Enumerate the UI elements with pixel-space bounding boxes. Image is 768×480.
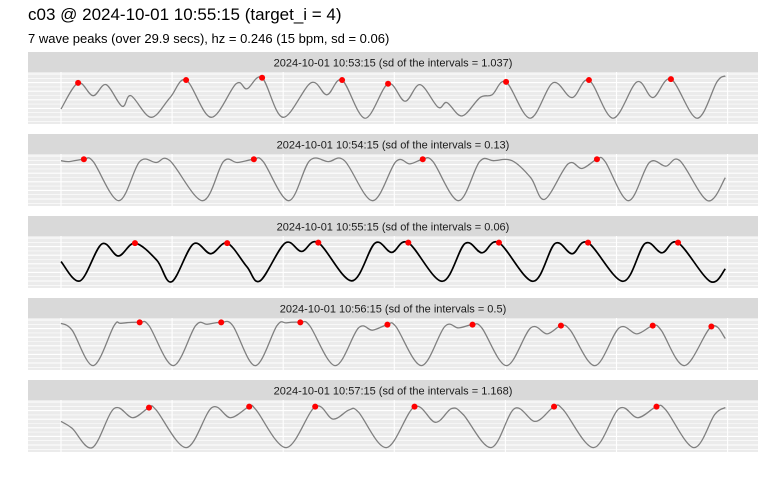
panel-background xyxy=(28,154,758,206)
peak-point xyxy=(259,74,266,81)
strip-background xyxy=(28,216,758,236)
peak-point xyxy=(384,321,391,328)
strip-background xyxy=(28,134,758,154)
strip-label: 2024-10-01 10:54:15 (sd of the intervals… xyxy=(277,140,510,152)
peak-point xyxy=(315,239,322,246)
panel-background xyxy=(28,72,758,124)
peak-point xyxy=(469,321,476,328)
peak-point xyxy=(405,239,412,246)
peak-point xyxy=(667,76,674,83)
peak-point xyxy=(80,156,87,163)
facet-panel-3: 2024-10-01 10:55:15 (sd of the intervals… xyxy=(28,216,758,288)
peak-point xyxy=(495,239,502,246)
peak-point xyxy=(585,239,592,246)
peak-point xyxy=(183,77,190,84)
peak-point xyxy=(557,322,564,329)
wave-line xyxy=(60,156,726,202)
strip-background xyxy=(28,52,758,72)
wave-line xyxy=(60,404,726,449)
facet-panel-5: 2024-10-01 10:57:15 (sd of the intervals… xyxy=(28,380,758,452)
strip-label: 2024-10-01 10:55:15 (sd of the intervals… xyxy=(277,222,510,234)
strip-label: 2024-10-01 10:57:15 (sd of the intervals… xyxy=(274,386,513,398)
peak-point xyxy=(585,77,592,84)
peak-point xyxy=(708,323,715,330)
peak-point xyxy=(131,240,138,247)
peak-point xyxy=(246,403,253,410)
peak-point xyxy=(419,156,426,163)
peak-point xyxy=(411,403,418,410)
strip-background xyxy=(28,298,758,318)
facet-panel-2: 2024-10-01 10:54:15 (sd of the intervals… xyxy=(28,134,758,206)
chart-subtitle: 7 wave peaks (over 29.9 secs), hz = 0.24… xyxy=(28,31,390,46)
strip-label: 2024-10-01 10:56:15 (sd of the intervals… xyxy=(280,304,507,316)
peak-point xyxy=(136,319,143,326)
peak-point xyxy=(297,319,304,326)
peak-point xyxy=(503,78,510,85)
peak-point xyxy=(224,240,231,247)
peak-point xyxy=(649,322,656,329)
peak-point xyxy=(218,319,225,326)
peak-point xyxy=(145,404,152,411)
peak-point xyxy=(385,80,392,87)
peak-point xyxy=(551,403,558,410)
wave-line xyxy=(60,75,726,119)
chart-title: c03 @ 2024-10-01 10:55:15 (target_i = 4) xyxy=(28,5,342,24)
strip-background xyxy=(28,380,758,400)
peak-point xyxy=(250,156,257,163)
peak-point xyxy=(339,77,346,84)
panel-background xyxy=(28,400,758,452)
facet-panel-4: 2024-10-01 10:56:15 (sd of the intervals… xyxy=(28,298,758,370)
peak-point xyxy=(653,403,660,410)
wave-line xyxy=(60,320,726,367)
strip-label: 2024-10-01 10:53:15 (sd of the intervals… xyxy=(274,58,513,70)
peak-point xyxy=(312,403,319,410)
peak-point xyxy=(675,239,682,246)
peak-point xyxy=(75,79,82,86)
facet-panel-1: 2024-10-01 10:53:15 (sd of the intervals… xyxy=(28,52,758,124)
peak-point xyxy=(593,156,600,163)
panel-background xyxy=(28,318,758,370)
wave-line xyxy=(60,240,727,283)
